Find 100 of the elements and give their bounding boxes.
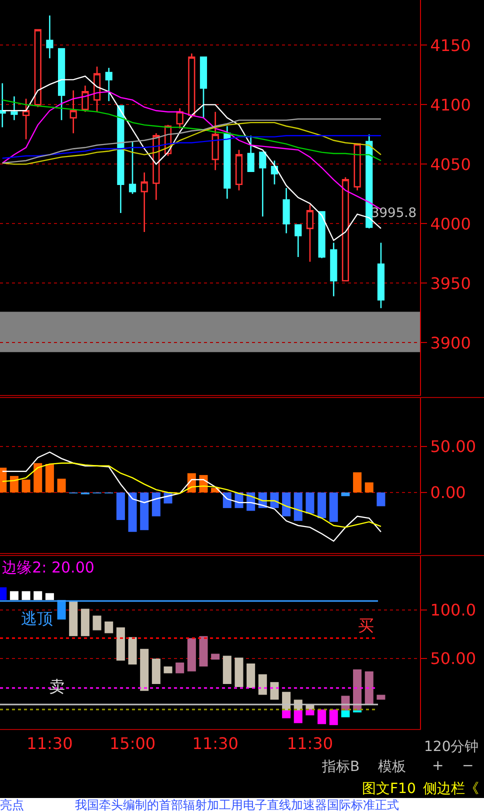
annotation: 卖 bbox=[49, 677, 65, 696]
annotation: 买 bbox=[358, 616, 374, 635]
line-series bbox=[2, 135, 382, 159]
bar bbox=[376, 492, 386, 506]
bar bbox=[353, 472, 362, 492]
candlestick bbox=[366, 134, 373, 230]
candlestick bbox=[105, 67, 112, 102]
bar bbox=[10, 476, 18, 492]
candlestick bbox=[377, 242, 385, 309]
bar bbox=[282, 492, 291, 516]
bar bbox=[187, 638, 196, 672]
candlestick bbox=[354, 143, 361, 192]
candlestick bbox=[318, 211, 326, 259]
line-series bbox=[2, 452, 382, 542]
candlestick bbox=[70, 90, 77, 134]
bar bbox=[211, 654, 220, 660]
candlestick bbox=[140, 172, 148, 233]
bar bbox=[258, 674, 267, 695]
bar bbox=[376, 694, 386, 700]
y-tick-label: 4100 bbox=[430, 95, 471, 114]
bar bbox=[164, 666, 172, 674]
bar bbox=[318, 709, 326, 724]
text: 模板 bbox=[378, 758, 406, 776]
candlestick bbox=[212, 111, 219, 171]
candlestick bbox=[188, 52, 196, 118]
bar bbox=[116, 492, 125, 520]
bar bbox=[199, 636, 208, 666]
bar bbox=[329, 492, 338, 522]
bar bbox=[128, 492, 137, 532]
text: 我国牵头编制的首部辐射加工用电子直线加速器国际标准正式 bbox=[75, 797, 399, 811]
candlestick bbox=[224, 125, 231, 200]
bar bbox=[329, 709, 338, 726]
bar bbox=[140, 492, 149, 530]
bar bbox=[246, 664, 256, 688]
text: 120分钟 bbox=[424, 738, 479, 756]
bar bbox=[80, 608, 90, 636]
bar bbox=[341, 710, 350, 718]
bar bbox=[128, 637, 137, 664]
text: 图文F10 bbox=[362, 780, 416, 798]
candlestick bbox=[176, 108, 184, 130]
candlestick bbox=[58, 48, 66, 121]
candlestick bbox=[128, 140, 136, 195]
bar bbox=[364, 482, 374, 492]
candlestick bbox=[330, 242, 338, 297]
bar bbox=[152, 492, 160, 516]
y-tick-label: 3900 bbox=[430, 333, 471, 352]
text: + bbox=[432, 758, 444, 774]
y-tick-label: 100.0 bbox=[430, 600, 476, 620]
candlestick bbox=[22, 98, 30, 140]
bar bbox=[34, 463, 42, 492]
bar bbox=[104, 621, 114, 634]
candlestick bbox=[82, 85, 89, 112]
bar bbox=[116, 627, 125, 661]
bar bbox=[45, 593, 54, 600]
chart-title: 边缘2: 20.00 bbox=[2, 558, 94, 576]
line-series bbox=[2, 99, 382, 162]
bar bbox=[294, 492, 302, 521]
candlestick bbox=[235, 149, 243, 192]
candlestick bbox=[342, 176, 350, 282]
bar bbox=[152, 658, 160, 684]
candlestick bbox=[270, 160, 278, 186]
bar bbox=[34, 591, 42, 600]
bar bbox=[57, 600, 66, 620]
bar bbox=[45, 464, 54, 492]
annotation: 逃顶 bbox=[21, 609, 53, 628]
text: 亮点 bbox=[0, 797, 24, 811]
candlestick bbox=[0, 82, 6, 128]
candlestick bbox=[282, 187, 290, 234]
bar bbox=[10, 591, 18, 600]
bar bbox=[270, 682, 279, 700]
candlestick bbox=[34, 29, 42, 108]
bar bbox=[306, 492, 314, 514]
bar bbox=[341, 492, 350, 496]
bar bbox=[22, 480, 30, 492]
x-tick-label: 11:30 bbox=[286, 734, 334, 754]
x-tick-label: 11:30 bbox=[192, 734, 238, 754]
bar bbox=[294, 710, 302, 724]
candlestick bbox=[294, 224, 302, 258]
text: − bbox=[462, 758, 474, 774]
candlestick bbox=[200, 56, 208, 118]
text: 侧边栏《 bbox=[423, 780, 479, 798]
bar bbox=[22, 591, 30, 600]
y-tick-label: 3950 bbox=[430, 274, 471, 293]
bar bbox=[234, 658, 244, 687]
y-tick-label: 50.00 bbox=[430, 437, 476, 456]
candlestick bbox=[10, 96, 18, 121]
x-tick-label: 15:00 bbox=[109, 734, 156, 754]
bar bbox=[306, 709, 314, 716]
text: 指标B bbox=[322, 758, 360, 776]
bar bbox=[176, 662, 184, 674]
candlestick bbox=[117, 105, 124, 214]
bar bbox=[140, 648, 149, 691]
candlestick bbox=[93, 66, 101, 112]
bar bbox=[353, 669, 362, 710]
candlestick bbox=[46, 14, 54, 59]
y-tick-label: 4050 bbox=[430, 154, 471, 174]
y-tick-label: 4150 bbox=[430, 36, 471, 55]
candlestick bbox=[306, 204, 314, 262]
line-series bbox=[2, 462, 382, 528]
x-tick-label: 11:30 bbox=[26, 734, 73, 754]
